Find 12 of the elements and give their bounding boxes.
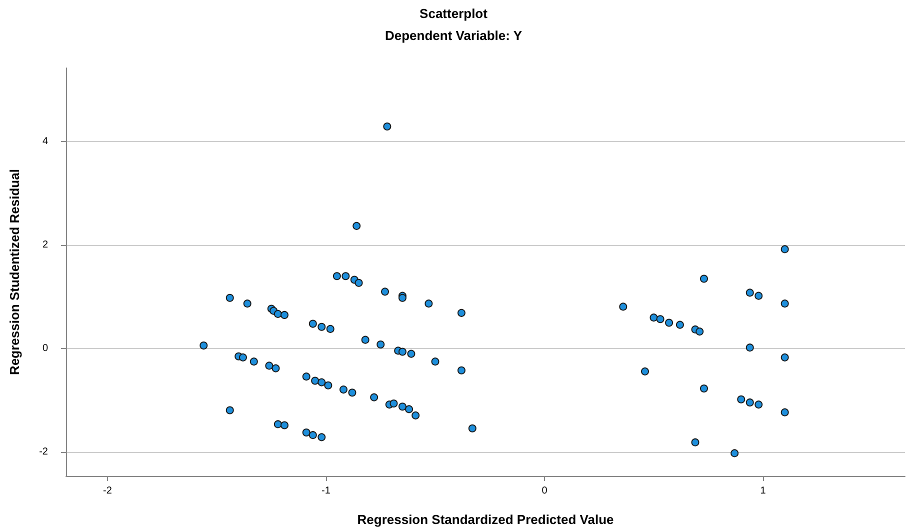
x-axis-title: Regression Standardized Predicted Value bbox=[357, 512, 614, 527]
chart-subtitle: Dependent Variable: Y bbox=[384, 28, 522, 43]
chart-title: Scatterplot bbox=[420, 6, 488, 21]
y-axis-title: Regression Studentized Residual bbox=[7, 169, 22, 375]
x-tick-label: 1 bbox=[760, 486, 766, 496]
y-tick-label: 0 bbox=[42, 343, 48, 354]
y-tick-label: -2 bbox=[39, 446, 48, 458]
x-tick-label: -2 bbox=[103, 486, 112, 496]
y-tick-label: 2 bbox=[42, 240, 48, 251]
x-tick-label: 0 bbox=[542, 486, 548, 496]
x-tick-label: -1 bbox=[322, 486, 331, 496]
y-tick-label: 4 bbox=[42, 136, 48, 148]
